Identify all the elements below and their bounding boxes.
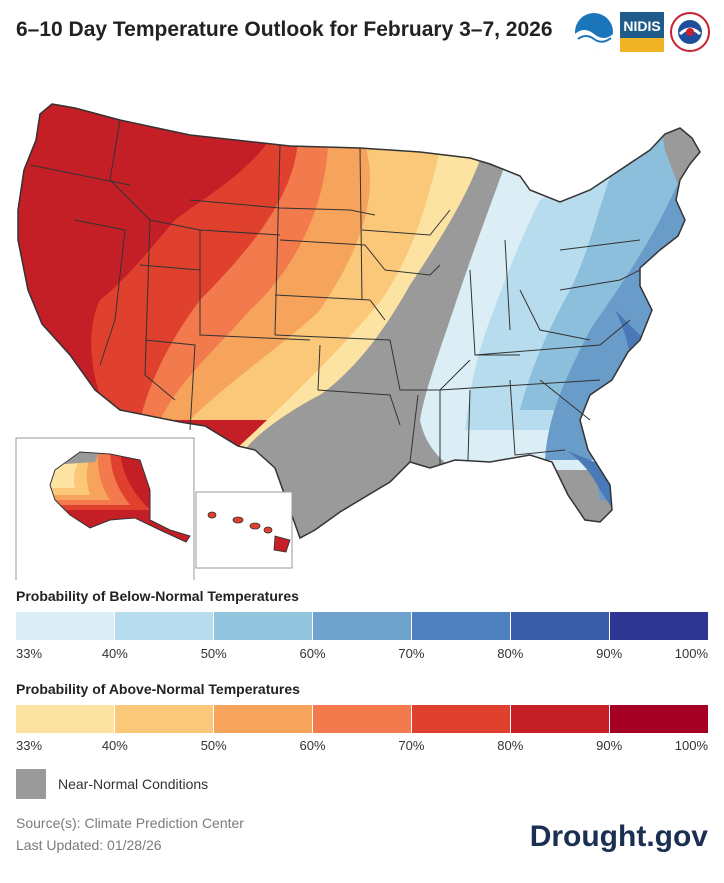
above-swatch-0 xyxy=(16,705,115,733)
below-tick-label: 100% xyxy=(674,646,708,661)
above-tick-label: 40% xyxy=(101,738,128,753)
sun-stripe xyxy=(620,38,664,52)
last-updated-text: Last Updated: 01/28/26 xyxy=(16,837,162,853)
above-swatch-2 xyxy=(214,705,313,733)
hawaii-inset-frame xyxy=(195,491,293,569)
below-normal-legend-title: Probability of Below-Normal Temperatures xyxy=(16,588,299,604)
near-normal-swatch xyxy=(16,769,46,799)
drought-gov-brand[interactable]: Drought.gov xyxy=(529,820,708,853)
above-tick-label: 80% xyxy=(497,738,524,753)
above-swatch-3 xyxy=(313,705,412,733)
alaska-outline xyxy=(49,451,191,543)
below-normal-ticks: 33% 40% 50% 60% 70% 80% 90% 100% xyxy=(16,646,708,664)
below-tick-label: 70% xyxy=(398,646,425,661)
above-normal-ticks: 33% 40% 50% 60% 70% 80% 90% 100% xyxy=(16,738,708,756)
above-normal-color-bar xyxy=(16,705,708,733)
below-swatch-4 xyxy=(412,612,511,640)
above-swatch-1 xyxy=(115,705,214,733)
hawaii-islands xyxy=(207,511,291,553)
above-swatch-5 xyxy=(511,705,610,733)
page-title: 6–10 Day Temperature Outlook for Februar… xyxy=(16,18,553,41)
below-swatch-5 xyxy=(511,612,610,640)
below-normal-color-bar xyxy=(16,612,708,640)
above-tick-label: 70% xyxy=(398,738,425,753)
near-normal-label: Near-Normal Conditions xyxy=(58,776,209,792)
nws-logo[interactable] xyxy=(670,12,710,52)
below-tick-label: 33% xyxy=(16,646,43,661)
below-swatch-1 xyxy=(115,612,214,640)
partner-logos: NIDIS xyxy=(574,12,710,52)
state-boundaries xyxy=(29,119,641,465)
above-swatch-6 xyxy=(610,705,708,733)
below-tick-label: 80% xyxy=(497,646,524,661)
below-tick-label: 90% xyxy=(596,646,623,661)
conus-outline xyxy=(17,103,701,540)
above-swatch-4 xyxy=(412,705,511,733)
below-tick-label: 60% xyxy=(299,646,326,661)
nidis-logo[interactable]: NIDIS xyxy=(620,12,664,52)
above-tick-label: 50% xyxy=(200,738,227,753)
outlook-map xyxy=(15,103,701,580)
below-tick-label: 40% xyxy=(101,646,128,661)
below-swatch-2 xyxy=(214,612,313,640)
above-tick-label: 60% xyxy=(299,738,326,753)
above-tick-label: 90% xyxy=(596,738,623,753)
below-swatch-3 xyxy=(313,612,412,640)
source-info: Source(s): Climate Prediction Center Las… xyxy=(16,812,244,856)
above-normal-legend-title: Probability of Above-Normal Temperatures xyxy=(16,681,300,697)
source-text: Source(s): Climate Prediction Center xyxy=(16,815,244,831)
below-swatch-6 xyxy=(610,612,708,640)
noaa-logo[interactable] xyxy=(574,12,614,52)
above-tick-label: 33% xyxy=(16,738,43,753)
below-swatch-0 xyxy=(16,612,115,640)
above-tick-label: 100% xyxy=(674,738,708,753)
below-tick-label: 50% xyxy=(200,646,227,661)
